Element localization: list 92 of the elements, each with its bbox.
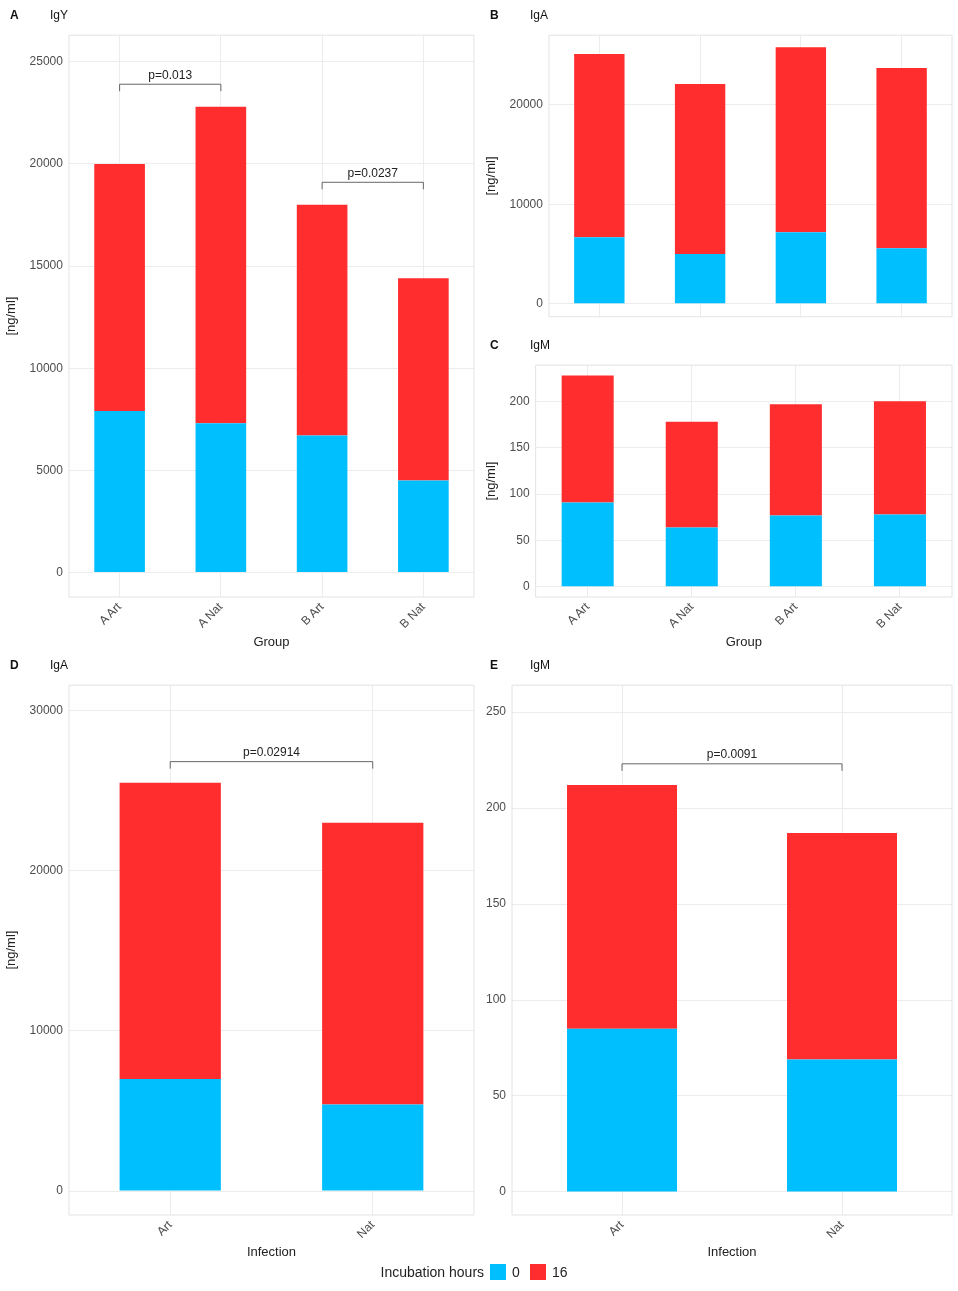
y-tick-label: 150 [485,896,507,911]
bar [787,1059,897,1192]
x-tick-label: B Nat [396,599,429,631]
x-tick-label: B Nat [873,599,905,631]
chart-title: D [10,658,20,672]
y-tick-label: 25000 [29,54,64,69]
bar [769,515,822,587]
y-tick-label: 150 [509,440,530,455]
bar [567,785,678,1029]
y-tick-label: 20000 [509,97,544,112]
chart-subtitle: IgY [50,8,69,22]
chart-subtitle: IgM [530,338,551,352]
x-tick-label: A Art [564,599,593,628]
bar [674,83,726,255]
y-tick-label: 50 [516,532,530,547]
bar [94,411,145,572]
annotation: p=0.02914 [242,744,301,759]
y-tick-label: 30000 [29,703,64,718]
chart-title: B [490,8,500,22]
x-tick-label: Art [153,1217,176,1239]
bar [567,1028,678,1192]
x-axis-title: Group [725,633,762,649]
bar [322,822,424,1105]
y-tick-label: 10000 [509,196,544,211]
bar [873,514,926,587]
bar [775,232,827,304]
y-tick-label: 20000 [29,156,64,171]
bar [119,782,221,1079]
x-tick-label: Nat [823,1217,847,1241]
x-tick-label: B Art [772,599,801,628]
y-tick-label: 100 [509,486,530,501]
x-tick-label: A Nat [665,599,697,631]
y-axis-title: [ng/ml] [483,156,499,196]
chart-title: C [490,338,500,352]
x-tick-label: Nat [354,1217,378,1241]
y-tick-label: 200 [485,800,507,815]
annotation: p=0.0237 [347,165,399,180]
y-axis-title: [ng/ml] [483,461,499,501]
y-axis-title: [ng/ml] [3,930,19,970]
y-tick-label: 0 [499,1184,507,1199]
bar [561,502,614,587]
bar [195,106,247,424]
y-tick-label: 0 [522,579,530,594]
bar [775,47,827,233]
bar [574,54,625,238]
y-axis-title: [ng/ml] [3,296,19,336]
x-tick-label: Art [605,1217,627,1239]
y-tick-label: 5000 [36,462,64,477]
x-axis-title: Group [253,633,290,649]
y-tick-label: 0 [56,564,64,579]
chart-title: A [10,8,20,22]
y-tick-label: 10000 [29,1023,64,1038]
y-tick-label: 100 [485,992,507,1007]
bar [574,237,625,304]
bar [665,421,718,528]
y-tick-label: 250 [485,704,507,719]
chart-title: E [490,658,499,672]
x-tick-label: A Nat [194,599,226,631]
x-tick-label: B Art [298,599,328,628]
bar [674,254,726,304]
bar [665,527,718,587]
bar [873,401,926,515]
bar [876,68,927,249]
bar [322,1104,424,1191]
bar [296,435,348,572]
y-tick-label: 50 [492,1088,507,1103]
bar [769,404,822,516]
chart-subtitle: IgA [530,8,549,22]
y-tick-label: 200 [509,393,530,408]
chart-subtitle: IgA [50,658,69,672]
bar [119,1078,221,1191]
annotation: p=0.013 [148,67,193,82]
annotation: p=0.0091 [706,747,758,762]
bar [398,278,449,481]
y-tick-label: 20000 [29,863,64,878]
bar [195,423,247,572]
legend-title: Incubation hours [380,1264,485,1280]
x-axis-title: Infection [246,1243,297,1259]
y-tick-label: 0 [536,296,544,311]
bar [296,204,348,436]
bar [398,480,449,572]
y-tick-label: 10000 [29,360,64,375]
x-tick-label: A Art [96,599,125,628]
bar [94,163,145,412]
y-tick-label: 15000 [29,258,64,273]
legend-label: 16 [551,1264,568,1280]
bar [787,833,897,1060]
y-tick-label: 0 [56,1183,64,1198]
bar [561,375,614,503]
bar [876,248,927,304]
x-axis-title: Infection [707,1243,757,1259]
chart-subtitle: IgM [530,658,551,672]
